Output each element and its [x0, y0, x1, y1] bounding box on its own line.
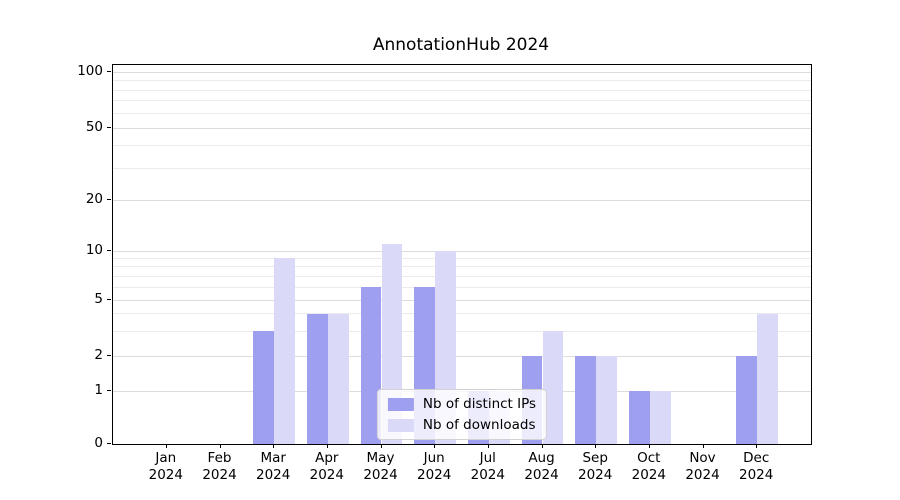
x-tick-label: Jan 2024: [148, 450, 183, 483]
gridline-major: [113, 355, 811, 357]
y-tick-label: 1: [94, 382, 103, 398]
bar-downloads: [542, 331, 564, 444]
x-tick-mark: [380, 444, 382, 448]
x-tick-mark: [702, 444, 704, 448]
gridline-minor: [113, 257, 811, 259]
x-tick-mark: [487, 444, 489, 448]
bar-distinct-ips: [306, 313, 328, 444]
x-tick-label: Oct 2024: [631, 450, 666, 483]
gridline-major: [113, 127, 811, 129]
plot-area: Nb of distinct IPs Nb of downloads: [112, 64, 812, 445]
gridline-minor: [113, 89, 811, 91]
gridline-minor: [113, 167, 811, 169]
x-tick-label: May 2024: [363, 450, 398, 483]
x-tick-mark: [756, 444, 758, 448]
y-tick-label: 10: [85, 242, 103, 258]
bar-distinct-ips: [253, 331, 275, 444]
gridline-minor: [113, 112, 811, 114]
x-tick-mark: [648, 444, 650, 448]
chart-title: AnnotationHub 2024: [372, 35, 550, 55]
x-tick-label: Jul 2024: [470, 450, 505, 483]
x-tick-mark: [273, 444, 275, 448]
bar-distinct-ips: [575, 356, 597, 444]
gridline-major: [113, 71, 811, 73]
gridline-minor: [113, 266, 811, 268]
x-tick-mark: [434, 444, 436, 448]
bar-distinct-ips: [736, 356, 758, 444]
x-tick-label: Feb 2024: [202, 450, 237, 483]
gridline-major: [113, 199, 811, 201]
y-tick-mark: [107, 442, 111, 444]
y-tick-mark: [107, 389, 111, 391]
y-tick-mark: [107, 70, 111, 72]
gridline-minor: [113, 286, 811, 288]
gridline-minor: [113, 275, 811, 277]
x-tick-label: Mar 2024: [256, 450, 291, 483]
x-tick-label: Dec 2024: [739, 450, 774, 483]
x-tick-label: Apr 2024: [309, 450, 344, 483]
x-tick-mark: [541, 444, 543, 448]
y-tick-mark: [107, 126, 111, 128]
legend-item: Nb of downloads: [387, 417, 536, 433]
x-tick-label: Sep 2024: [578, 450, 613, 483]
gridline-major: [113, 250, 811, 252]
x-tick-mark: [165, 444, 167, 448]
legend-label: Nb of downloads: [422, 417, 536, 433]
y-tick-label: 0: [94, 435, 103, 451]
y-tick-label: 50: [85, 119, 103, 135]
y-tick-mark: [107, 198, 111, 200]
x-tick-mark: [326, 444, 328, 448]
bar-downloads: [274, 258, 296, 444]
y-tick-mark: [107, 354, 111, 356]
gridline-minor: [113, 330, 811, 332]
y-tick-mark: [107, 249, 111, 251]
legend-swatch-downloads: [387, 418, 414, 432]
legend-swatch-distinct-ips: [387, 397, 414, 411]
y-tick-label: 5: [94, 291, 103, 307]
y-tick-label: 20: [85, 191, 103, 207]
x-tick-label: Jun 2024: [417, 450, 452, 483]
y-tick-label: 100: [77, 63, 103, 79]
legend-item: Nb of distinct IPs: [387, 396, 537, 412]
x-tick-mark: [219, 444, 221, 448]
gridline-minor: [113, 80, 811, 82]
legend-label: Nb of distinct IPs: [422, 396, 537, 412]
bar-downloads: [596, 356, 618, 444]
x-tick-label: Aug 2024: [524, 450, 559, 483]
gridline-major: [113, 299, 811, 301]
gridline-minor: [113, 313, 811, 315]
gridline-minor: [113, 100, 811, 102]
legend: Nb of distinct IPs Nb of downloads: [376, 389, 548, 440]
bar-distinct-ips: [360, 287, 382, 444]
y-tick-label: 2: [94, 347, 103, 363]
bar-downloads: [327, 313, 349, 444]
bar-downloads: [649, 391, 671, 444]
y-tick-mark: [107, 298, 111, 300]
bar-distinct-ips: [628, 391, 650, 444]
bar-downloads: [757, 313, 779, 444]
x-tick-mark: [595, 444, 597, 448]
gridline-minor: [113, 145, 811, 147]
x-tick-label: Nov 2024: [685, 450, 720, 483]
